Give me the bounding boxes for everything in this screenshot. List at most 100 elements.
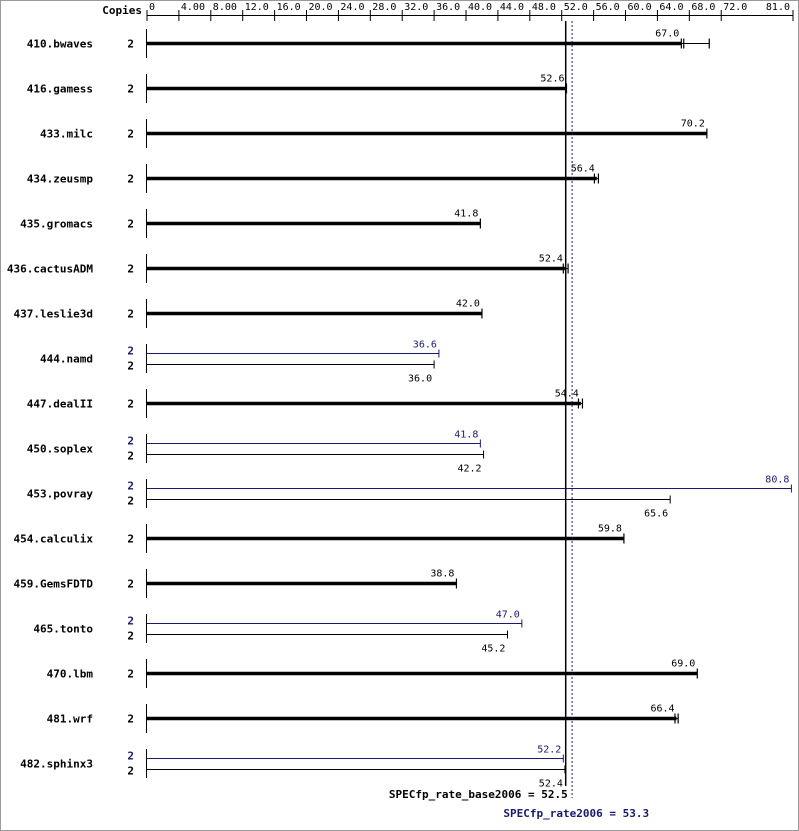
x-axis-tick-label: 60.0	[628, 2, 652, 13]
x-axis-tick-label: 68.0	[691, 2, 715, 13]
benchmark-row: 454.calculix 2 59.8	[14, 524, 625, 553]
peak-copies: 2	[127, 345, 134, 358]
x-axis-tick-label: 56.0	[596, 2, 620, 13]
base-copies: 2	[127, 713, 134, 726]
base-summary-label: SPECfp_rate_base2006 = 52.5	[389, 788, 568, 801]
x-axis-tick-label: 44.0	[500, 2, 524, 13]
base-value-label: 41.8	[454, 209, 478, 220]
x-axis-tick-label: 0	[149, 2, 155, 13]
benchmark-label: 454.calculix	[14, 533, 94, 546]
base-copies: 2	[127, 533, 134, 546]
peak-copies: 2	[127, 750, 134, 763]
base-value-label: 56.4	[571, 164, 595, 175]
x-axis-tick-label: 64.0	[659, 2, 683, 13]
base-copies: 2	[127, 450, 134, 463]
base-value-label: 42.0	[456, 299, 480, 310]
benchmark-row: 444.namd 2 36.6 2 36.0	[40, 340, 440, 385]
x-axis-tick-label: 16.0	[277, 2, 301, 13]
base-value-label: 52.4	[539, 254, 563, 265]
base-copies: 2	[127, 263, 134, 276]
benchmark-label: 482.sphinx3	[20, 758, 93, 771]
base-value-label: 69.0	[671, 659, 695, 670]
benchmark-label: 437.leslie3d	[14, 308, 93, 321]
benchmark-row: 434.zeusmp 2 56.4	[27, 164, 600, 193]
benchmark-row: 410.bwaves 2 67.0	[27, 29, 710, 58]
base-value-label: 52.6	[540, 74, 564, 85]
x-axis-tick-label: 12.0	[245, 2, 269, 13]
peak-value-label: 80.8	[765, 475, 789, 486]
base-value-label: 59.8	[598, 524, 622, 535]
benchmark-row: 436.cactusADM 2 52.4	[7, 254, 569, 283]
x-axis-tick-label: 52.0	[564, 2, 588, 13]
benchmark-label: 453.povray	[27, 488, 94, 501]
base-value-label: 66.4	[650, 704, 674, 715]
base-copies: 2	[127, 360, 134, 373]
peak-value-label: 41.8	[454, 430, 478, 441]
x-axis-tick-label: 24.0	[340, 2, 364, 13]
benchmark-label: 434.zeusmp	[27, 173, 94, 186]
peak-copies: 2	[127, 615, 134, 628]
peak-value-label: 36.6	[413, 340, 437, 351]
base-copies: 2	[127, 398, 134, 411]
benchmark-row: 437.leslie3d 2 42.0	[14, 299, 483, 328]
benchmark-label: 447.dealII	[27, 398, 93, 411]
benchmark-label: 433.milc	[40, 128, 93, 141]
base-copies: 2	[127, 128, 134, 141]
benchmark-label: 470.lbm	[47, 668, 94, 681]
x-axis-tick-label: 81.0	[766, 2, 790, 13]
base-value-label: 36.0	[408, 374, 432, 385]
benchmark-row: 459.GemsFDTD 2 38.8	[14, 569, 458, 598]
peak-copies: 2	[127, 435, 134, 448]
x-axis-tick-label: 28.0	[372, 2, 396, 13]
benchmark-label: 450.soplex	[27, 443, 94, 456]
x-axis: 0 4.00 8.00 12.0 16.0 20.0 24.0 28.0 32.0 36.0 40.…	[146, 2, 794, 21]
benchmark-label: 410.bwaves	[27, 38, 93, 51]
benchmark-row: 450.soplex 2 41.8 2 42.2	[27, 430, 485, 475]
base-value-label: 42.2	[457, 464, 481, 475]
benchmark-row: 416.gamess 2 52.6	[27, 74, 568, 103]
benchmark-label: 481.wrf	[47, 713, 93, 726]
base-copies: 2	[127, 83, 134, 96]
benchmark-row: 433.milc 2 70.2	[40, 119, 708, 148]
x-axis-tick-label: 4.00	[181, 2, 205, 13]
benchmark-row: 447.dealII 2 54.4	[27, 389, 584, 418]
x-axis-tick-label: 40.0	[468, 2, 492, 13]
x-axis-tick-label: 32.0	[404, 2, 428, 13]
base-value-label: 67.0	[655, 29, 679, 40]
peak-value-label: 52.2	[537, 745, 561, 756]
base-value-label: 38.8	[430, 569, 454, 580]
base-value-label: 65.6	[644, 509, 668, 520]
base-copies: 2	[127, 308, 134, 321]
x-axis-tick-label: 8.00	[213, 2, 237, 13]
benchmark-rows: 410.bwaves 2 67.0 416.gamess 2 52.6 433.milc 2 7…	[7, 29, 792, 790]
base-value-label: 52.4	[539, 779, 563, 790]
base-copies: 2	[127, 173, 134, 186]
base-copies: 2	[127, 218, 134, 231]
benchmark-row: 481.wrf 2 66.4	[47, 704, 679, 733]
base-value-label: 54.4	[555, 389, 579, 400]
benchmark-row: 465.tonto 2 47.0 2 45.2	[33, 610, 523, 655]
copies-column-header: Copies	[102, 4, 142, 17]
benchmark-label: 416.gamess	[27, 83, 93, 96]
x-axis-tick-label: 20.0	[309, 2, 333, 13]
base-copies: 2	[127, 38, 134, 51]
base-copies: 2	[127, 495, 134, 508]
peak-copies: 2	[127, 480, 134, 493]
benchmark-label: 465.tonto	[33, 623, 93, 636]
summary-lines: SPECfp_rate_base2006 = 52.5 SPECfp_rate20…	[389, 21, 649, 820]
x-axis-tick-label: 48.0	[532, 2, 556, 13]
benchmark-row: 453.povray 2 80.8 2 65.6	[27, 475, 792, 520]
peak-value-label: 47.0	[496, 610, 520, 621]
benchmark-row: 435.gromacs 2 41.8	[20, 209, 481, 238]
base-copies: 2	[127, 578, 134, 591]
benchmark-label: 459.GemsFDTD	[14, 578, 94, 591]
x-axis-tick-label: 36.0	[436, 2, 460, 13]
benchmark-label: 436.cactusADM	[7, 263, 93, 276]
base-value-label: 45.2	[481, 644, 505, 655]
x-axis-tick-label: 72.0	[723, 2, 747, 13]
benchmark-label: 435.gromacs	[20, 218, 93, 231]
benchmark-row: 482.sphinx3 2 52.2 2 52.4	[20, 745, 566, 790]
base-value-label: 70.2	[681, 119, 705, 130]
